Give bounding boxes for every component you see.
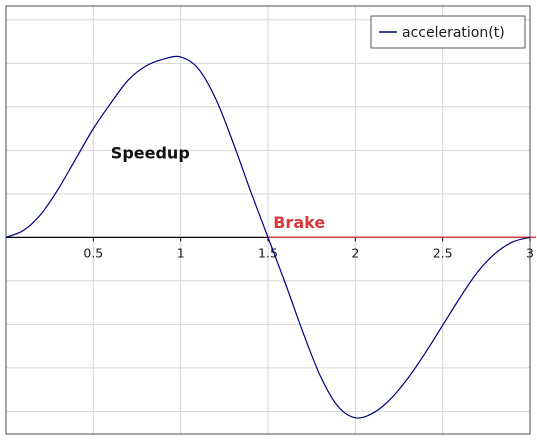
speedup-annotation: Speedup: [111, 144, 190, 163]
legend: acceleration(t): [370, 15, 526, 49]
axes: 0.5 1 1.5 2 2.5 3: [5, 5, 534, 435]
series-line-acceleration: [5, 55, 531, 419]
x-tick-label: 2.5: [433, 245, 453, 260]
x-tick-label: 0.5: [83, 245, 103, 260]
x-tick-label: 1: [177, 245, 185, 260]
x-tick-label: 3: [526, 245, 534, 260]
brake-annotation: Brake: [273, 213, 325, 232]
annotations: Speedup Brake: [111, 144, 326, 232]
x-tick-label: 1.5: [258, 245, 278, 260]
plot-border: [5, 5, 531, 435]
legend-label: acceleration(t): [402, 25, 505, 41]
grid-lines: [6, 6, 531, 434]
x-tick-label: 2: [351, 245, 359, 260]
series-layer: [5, 55, 536, 419]
